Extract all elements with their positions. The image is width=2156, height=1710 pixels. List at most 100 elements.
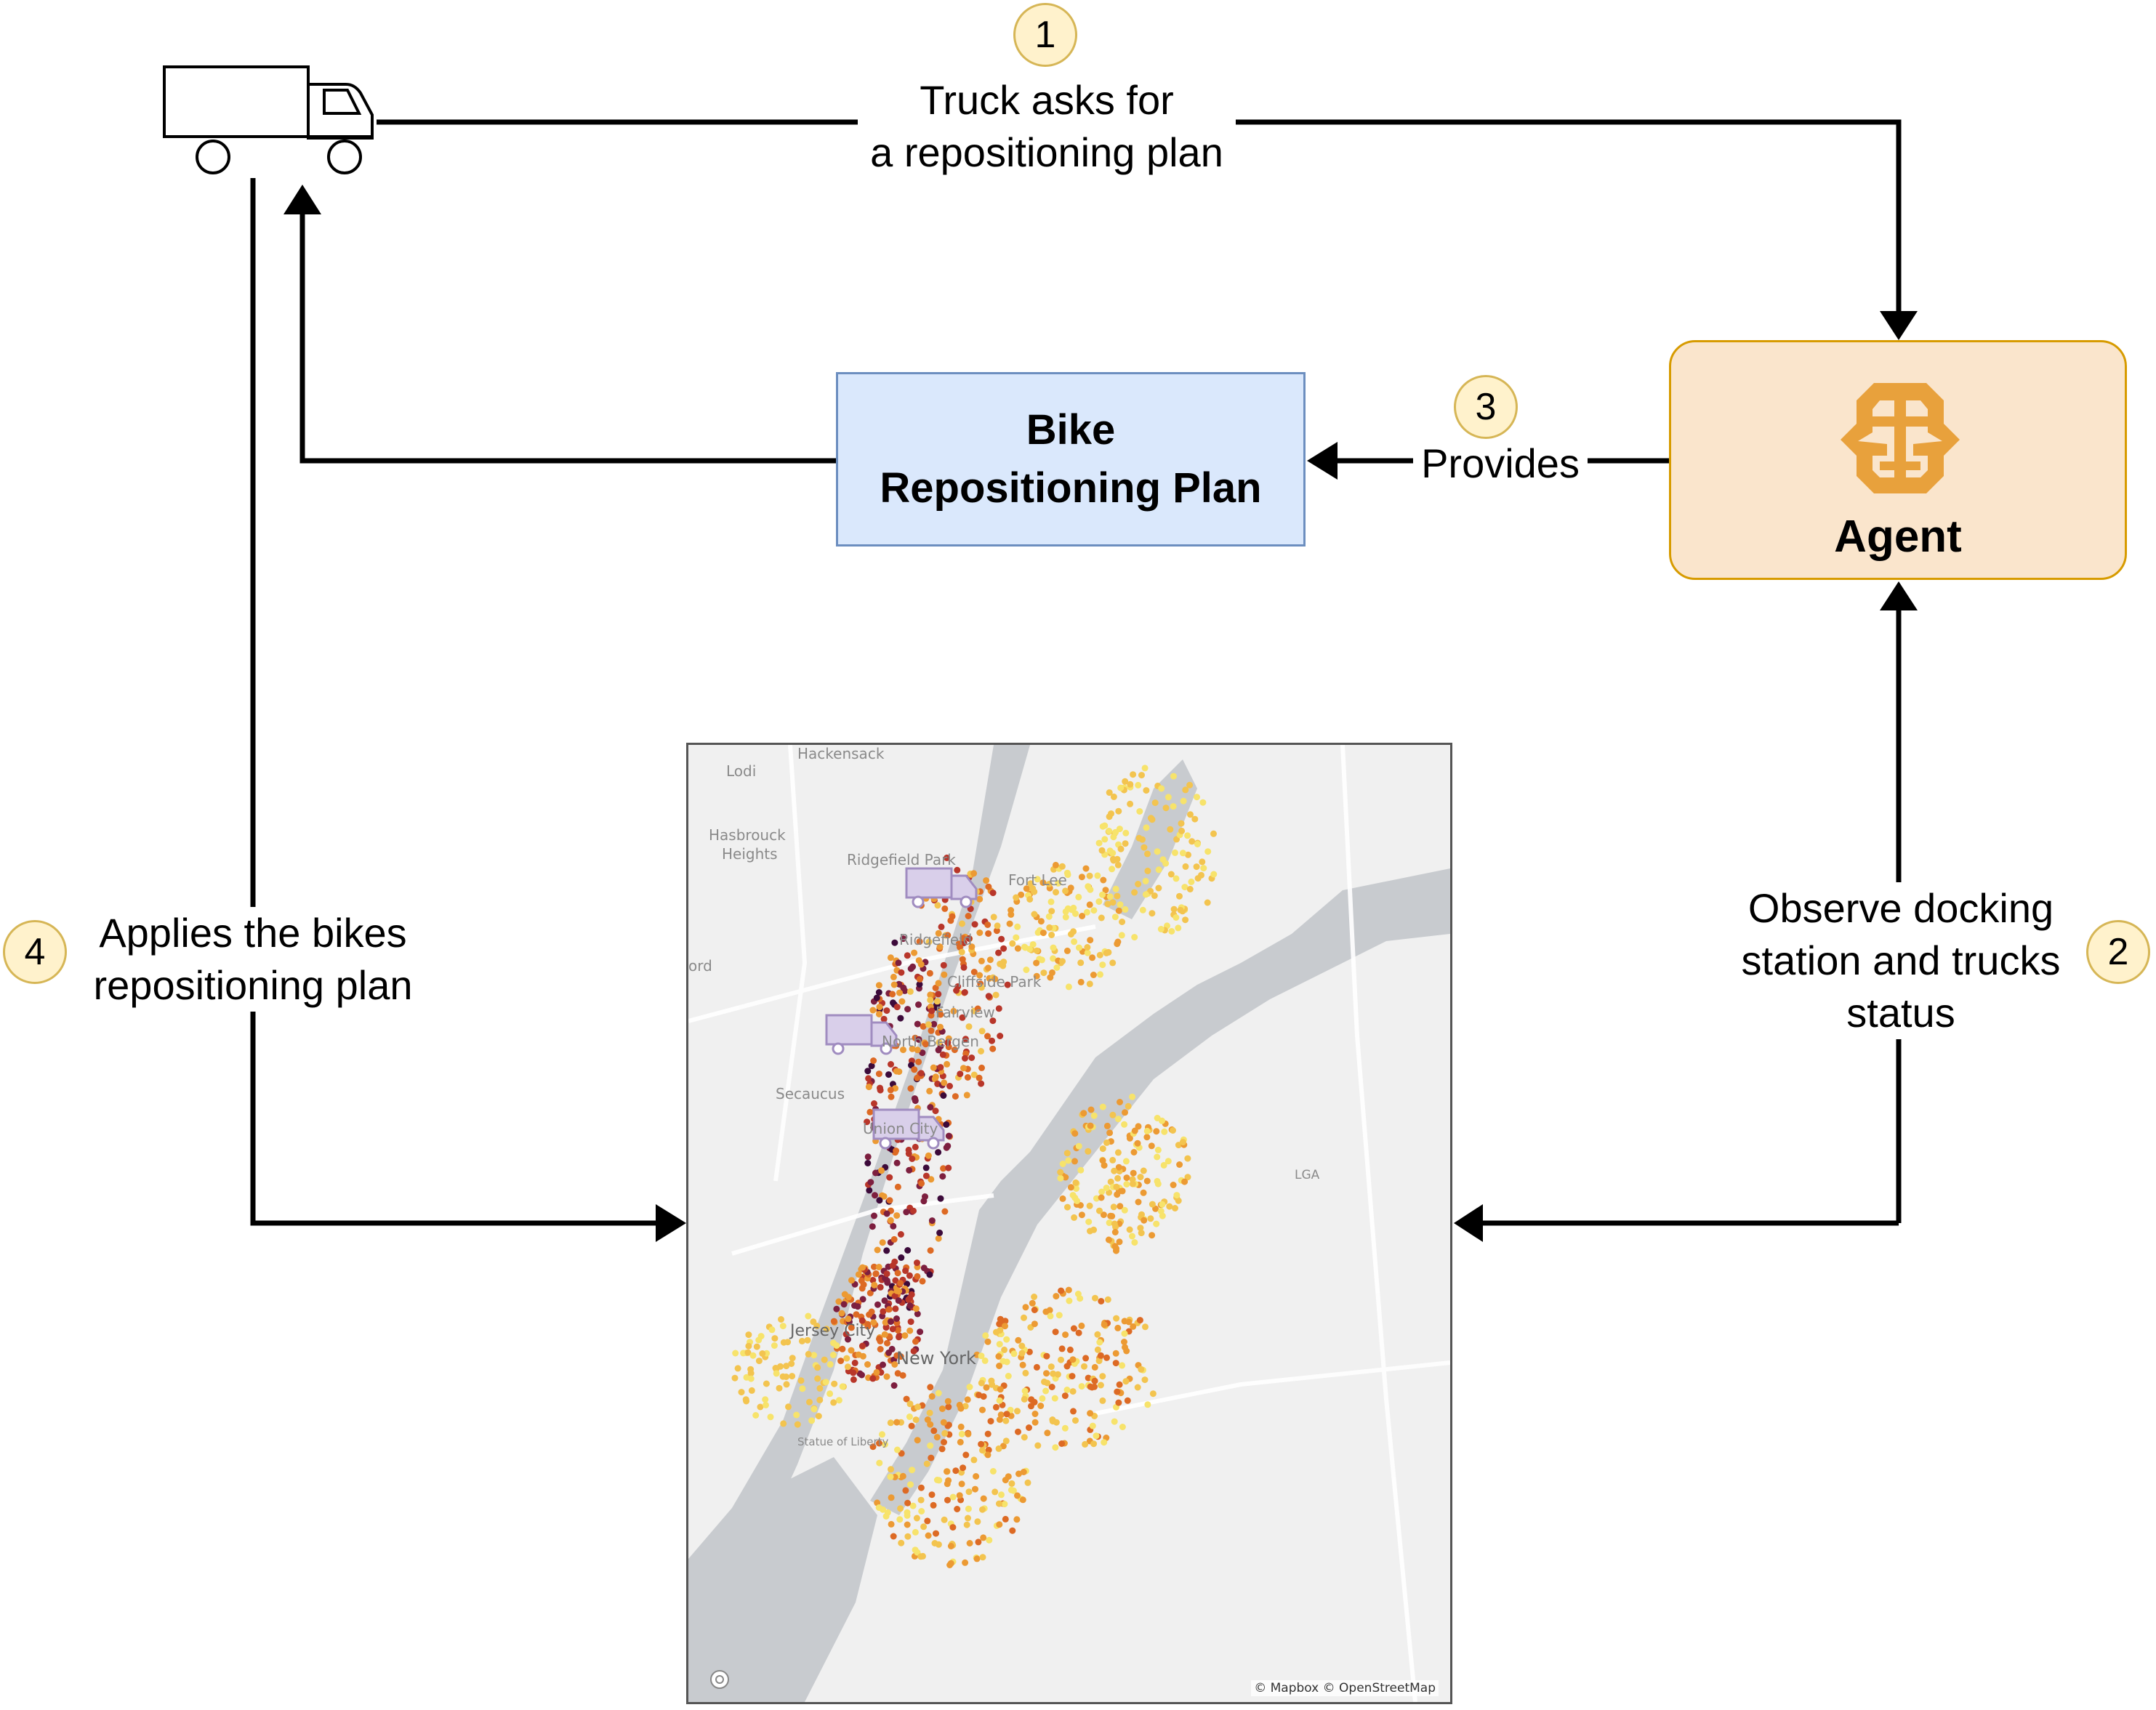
station-dot xyxy=(879,1239,886,1246)
station-dot xyxy=(845,1315,852,1323)
station-dot xyxy=(901,1332,909,1339)
station-dot xyxy=(1043,1352,1050,1360)
station-dot xyxy=(806,1398,813,1405)
station-dot xyxy=(985,993,992,1000)
station-dot xyxy=(959,920,965,927)
station-dot xyxy=(877,1346,884,1352)
station-dot xyxy=(1114,1149,1122,1156)
step-3-badge: 3 xyxy=(1454,375,1518,439)
station-dot xyxy=(839,1345,846,1352)
station-dot xyxy=(1099,891,1106,898)
station-dot xyxy=(1170,773,1177,780)
station-dot xyxy=(951,1046,958,1054)
station-dot xyxy=(816,1396,824,1403)
station-dot xyxy=(748,1387,755,1394)
station-dot xyxy=(1124,1397,1131,1404)
station-dot xyxy=(952,1467,960,1475)
arrowhead-agent-top xyxy=(1880,311,1918,340)
station-dot xyxy=(1170,1127,1176,1134)
step-2-number: 2 xyxy=(2107,931,2129,973)
station-dot xyxy=(1098,847,1106,854)
station-dot xyxy=(928,1007,936,1015)
station-dot xyxy=(1063,1387,1071,1393)
station-dot xyxy=(798,1337,805,1344)
station-dot xyxy=(917,961,925,968)
station-dot xyxy=(976,972,984,979)
upper-bay xyxy=(688,1457,877,1702)
station-dot xyxy=(896,1516,904,1523)
station-dot xyxy=(1071,1158,1078,1165)
station-dot xyxy=(1119,1187,1126,1195)
station-dot xyxy=(995,1445,1002,1452)
station-dot xyxy=(1111,1229,1119,1235)
station-dot xyxy=(855,1271,862,1278)
station-dot xyxy=(945,1403,952,1411)
truck-icon xyxy=(163,65,374,174)
station-dot xyxy=(1092,1294,1098,1302)
station-dot xyxy=(1112,1360,1119,1367)
station-dot xyxy=(882,1319,889,1326)
station-dot xyxy=(926,1087,933,1094)
station-dot xyxy=(996,1363,1003,1369)
station-dot xyxy=(911,1066,918,1073)
station-dot xyxy=(1062,1331,1069,1339)
station-dot xyxy=(927,1247,934,1254)
station-dot xyxy=(966,1540,973,1546)
station-dot xyxy=(883,1270,890,1278)
station-dot xyxy=(1077,978,1085,985)
station-dot xyxy=(1119,1362,1126,1369)
station-dot xyxy=(1111,914,1119,921)
station-dot xyxy=(1063,1363,1071,1370)
station-dot xyxy=(909,1502,917,1509)
station-dot xyxy=(898,1539,905,1546)
station-dot xyxy=(959,956,966,963)
station-dot xyxy=(1142,891,1149,898)
arrow-truck-to-map xyxy=(250,178,663,1226)
station-dot xyxy=(1001,1346,1008,1353)
station-dot xyxy=(891,1361,898,1368)
station-dot xyxy=(896,989,903,996)
station-dot xyxy=(1090,1112,1098,1119)
station-dot xyxy=(892,1277,899,1284)
station-dot xyxy=(1147,887,1154,895)
station-dot xyxy=(898,969,905,976)
map-label-hackensack: Hackensack xyxy=(797,745,885,762)
station-dot xyxy=(881,1297,888,1304)
station-dot xyxy=(875,1504,882,1511)
station-dot xyxy=(981,1357,989,1364)
station-dot xyxy=(893,1212,901,1219)
station-dot xyxy=(1070,928,1077,935)
station-dot xyxy=(912,1416,920,1424)
station-dot xyxy=(1110,1203,1117,1211)
station-dot xyxy=(1111,1167,1118,1174)
station-dot xyxy=(1058,863,1066,870)
station-dot xyxy=(1038,956,1045,964)
station-dot xyxy=(965,935,973,942)
station-dot xyxy=(944,932,952,939)
agent-label: Agent xyxy=(1834,512,1962,562)
station-dot xyxy=(997,960,1004,967)
station-dot xyxy=(1114,892,1121,900)
harlem-river xyxy=(1103,759,1197,919)
station-dot xyxy=(894,1270,901,1277)
station-dot xyxy=(1125,1102,1132,1110)
station-dot xyxy=(1082,1440,1089,1448)
station-dot xyxy=(763,1401,769,1408)
station-dot xyxy=(858,1371,865,1379)
station-dot xyxy=(1147,1215,1154,1222)
station-dot xyxy=(949,1524,957,1531)
station-dot xyxy=(1062,887,1069,895)
station-dot xyxy=(915,1001,922,1008)
station-dot xyxy=(753,1343,760,1350)
station-dot xyxy=(1119,1424,1126,1430)
station-dot xyxy=(762,1396,769,1403)
station-dot xyxy=(1067,884,1074,892)
station-dot xyxy=(918,1508,925,1515)
station-dot xyxy=(1084,949,1091,956)
station-dot xyxy=(1070,904,1077,911)
station-dot xyxy=(939,1051,946,1058)
station-dot xyxy=(927,1104,934,1111)
station-dot xyxy=(854,1303,861,1310)
station-dot xyxy=(1065,1157,1072,1164)
station-dot xyxy=(950,1007,957,1015)
